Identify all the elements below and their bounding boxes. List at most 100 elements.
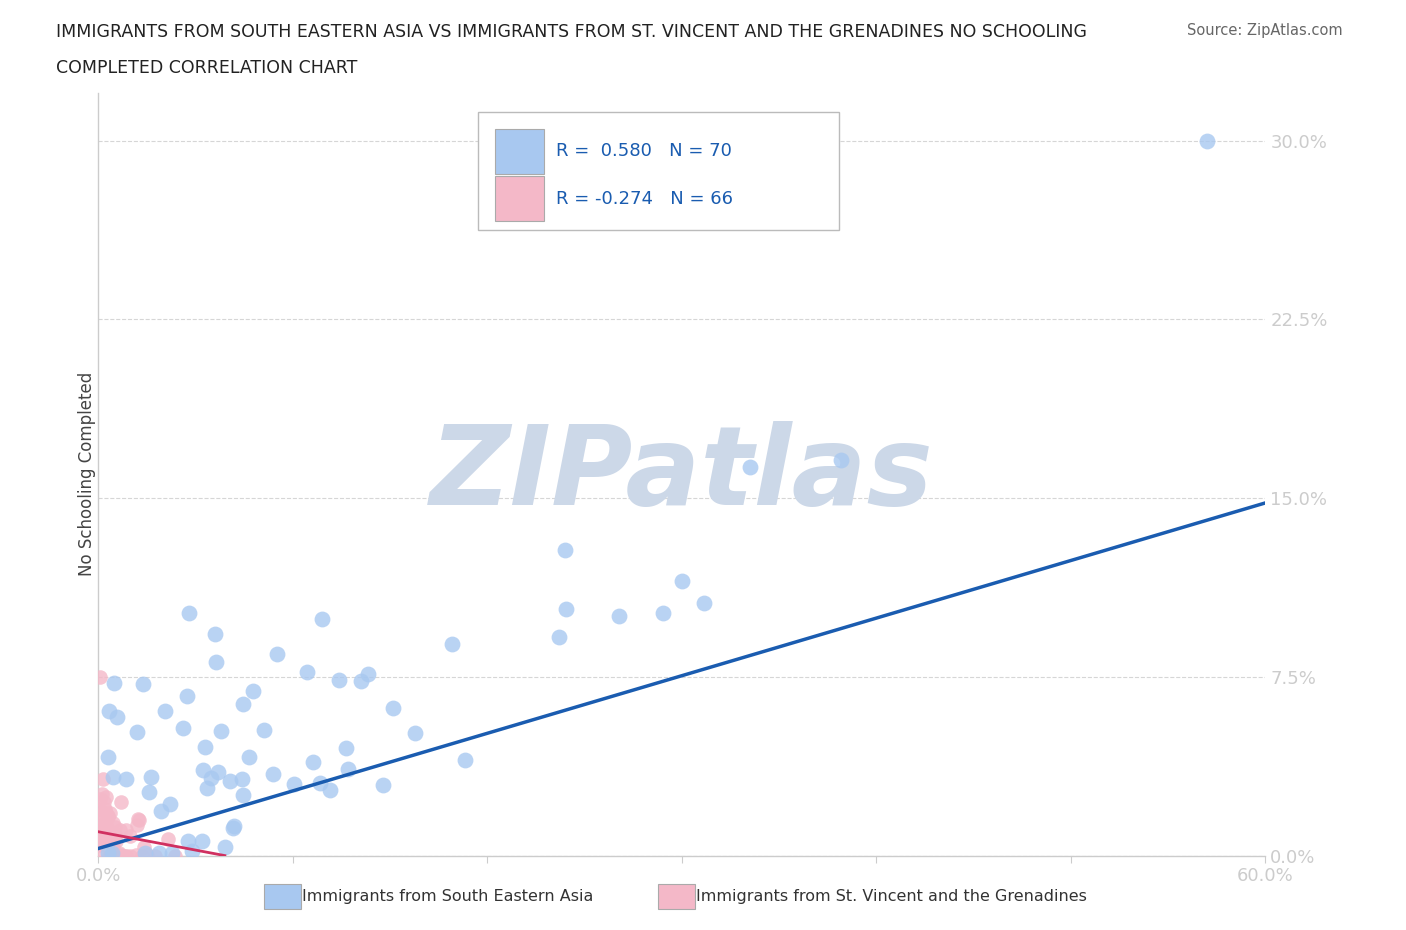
Point [93,772,115,787]
Point [163,848,186,863]
Point [103,848,125,863]
Point [328,672,350,687]
Point [90,828,112,843]
Point [128,812,150,827]
Point [262,766,284,781]
Point [607,608,630,623]
Point [125,848,148,863]
Point [671,573,693,588]
Point [157,831,180,846]
Text: Immigrants from South Eastern Asia: Immigrants from South Eastern Asia [302,889,593,904]
Text: R =  0.580   N = 70: R = 0.580 N = 70 [555,142,731,160]
Point [96,819,118,834]
Point [89,848,111,863]
Point [132,677,155,692]
Point [101,848,124,863]
Point [127,724,149,739]
Point [454,753,477,768]
Point [87,838,110,853]
Point [89,808,111,823]
Point [98,830,121,844]
Y-axis label: No Schooling Completed: No Schooling Completed [79,372,96,577]
Point [311,612,333,627]
Point [89,833,111,848]
Point [97,809,120,824]
Point [87,802,110,817]
Point [143,848,166,863]
Point [94,828,117,843]
Point [90,822,112,837]
Point [242,684,264,698]
Point [222,818,245,833]
Point [337,762,360,777]
Point [232,697,254,711]
Point [120,848,142,863]
Point [651,605,673,620]
Point [548,630,571,644]
Point [335,740,357,755]
Point [350,673,373,688]
Point [692,596,714,611]
Point [139,770,162,785]
Point [740,459,762,474]
Point [238,750,260,764]
Point [93,823,115,838]
Point [101,832,124,847]
Point [1195,133,1218,148]
Point [172,721,194,736]
Point [209,724,232,738]
Point [108,846,131,861]
Point [89,791,111,806]
Point [253,723,276,737]
Point [97,750,120,764]
Point [89,670,111,684]
Point [214,840,236,855]
Point [160,845,183,860]
Point [108,823,131,838]
Point [104,819,127,834]
Point [91,819,114,834]
Point [97,845,120,860]
Point [93,794,115,809]
Point [204,627,226,642]
Point [135,847,157,862]
Point [222,820,245,835]
Point [101,840,124,855]
Point [101,816,124,830]
Point [96,834,118,849]
Point [91,817,114,832]
Point [204,655,226,670]
Point [194,740,217,755]
Point [150,804,173,818]
Point [308,776,330,790]
Point [93,823,115,838]
Point [218,774,240,789]
Text: IMMIGRANTS FROM SOUTH EASTERN ASIA VS IMMIGRANTS FROM ST. VINCENT AND THE GRENAD: IMMIGRANTS FROM SOUTH EASTERN ASIA VS IM… [56,23,1087,41]
Point [114,848,136,863]
Point [98,848,121,863]
Text: COMPLETED CORRELATION CHART: COMPLETED CORRELATION CHART [56,59,357,76]
Point [180,844,202,858]
Point [302,754,325,769]
Point [554,602,576,617]
Text: Immigrants from St. Vincent and the Grenadines: Immigrants from St. Vincent and the Gren… [696,889,1087,904]
Point [94,802,117,817]
Point [87,808,110,823]
Point [110,794,132,809]
Point [100,845,122,860]
Point [115,823,138,838]
Point [176,688,198,703]
Point [93,832,115,847]
Point [94,805,117,820]
Text: Source: ZipAtlas.com: Source: ZipAtlas.com [1187,23,1343,38]
Point [93,819,115,834]
Point [90,787,112,802]
Point [101,770,124,785]
Point [98,805,121,820]
Point [104,833,127,848]
Point [87,823,110,838]
Point [177,834,200,849]
Point [105,710,128,724]
Point [91,831,114,846]
Point [104,828,127,843]
